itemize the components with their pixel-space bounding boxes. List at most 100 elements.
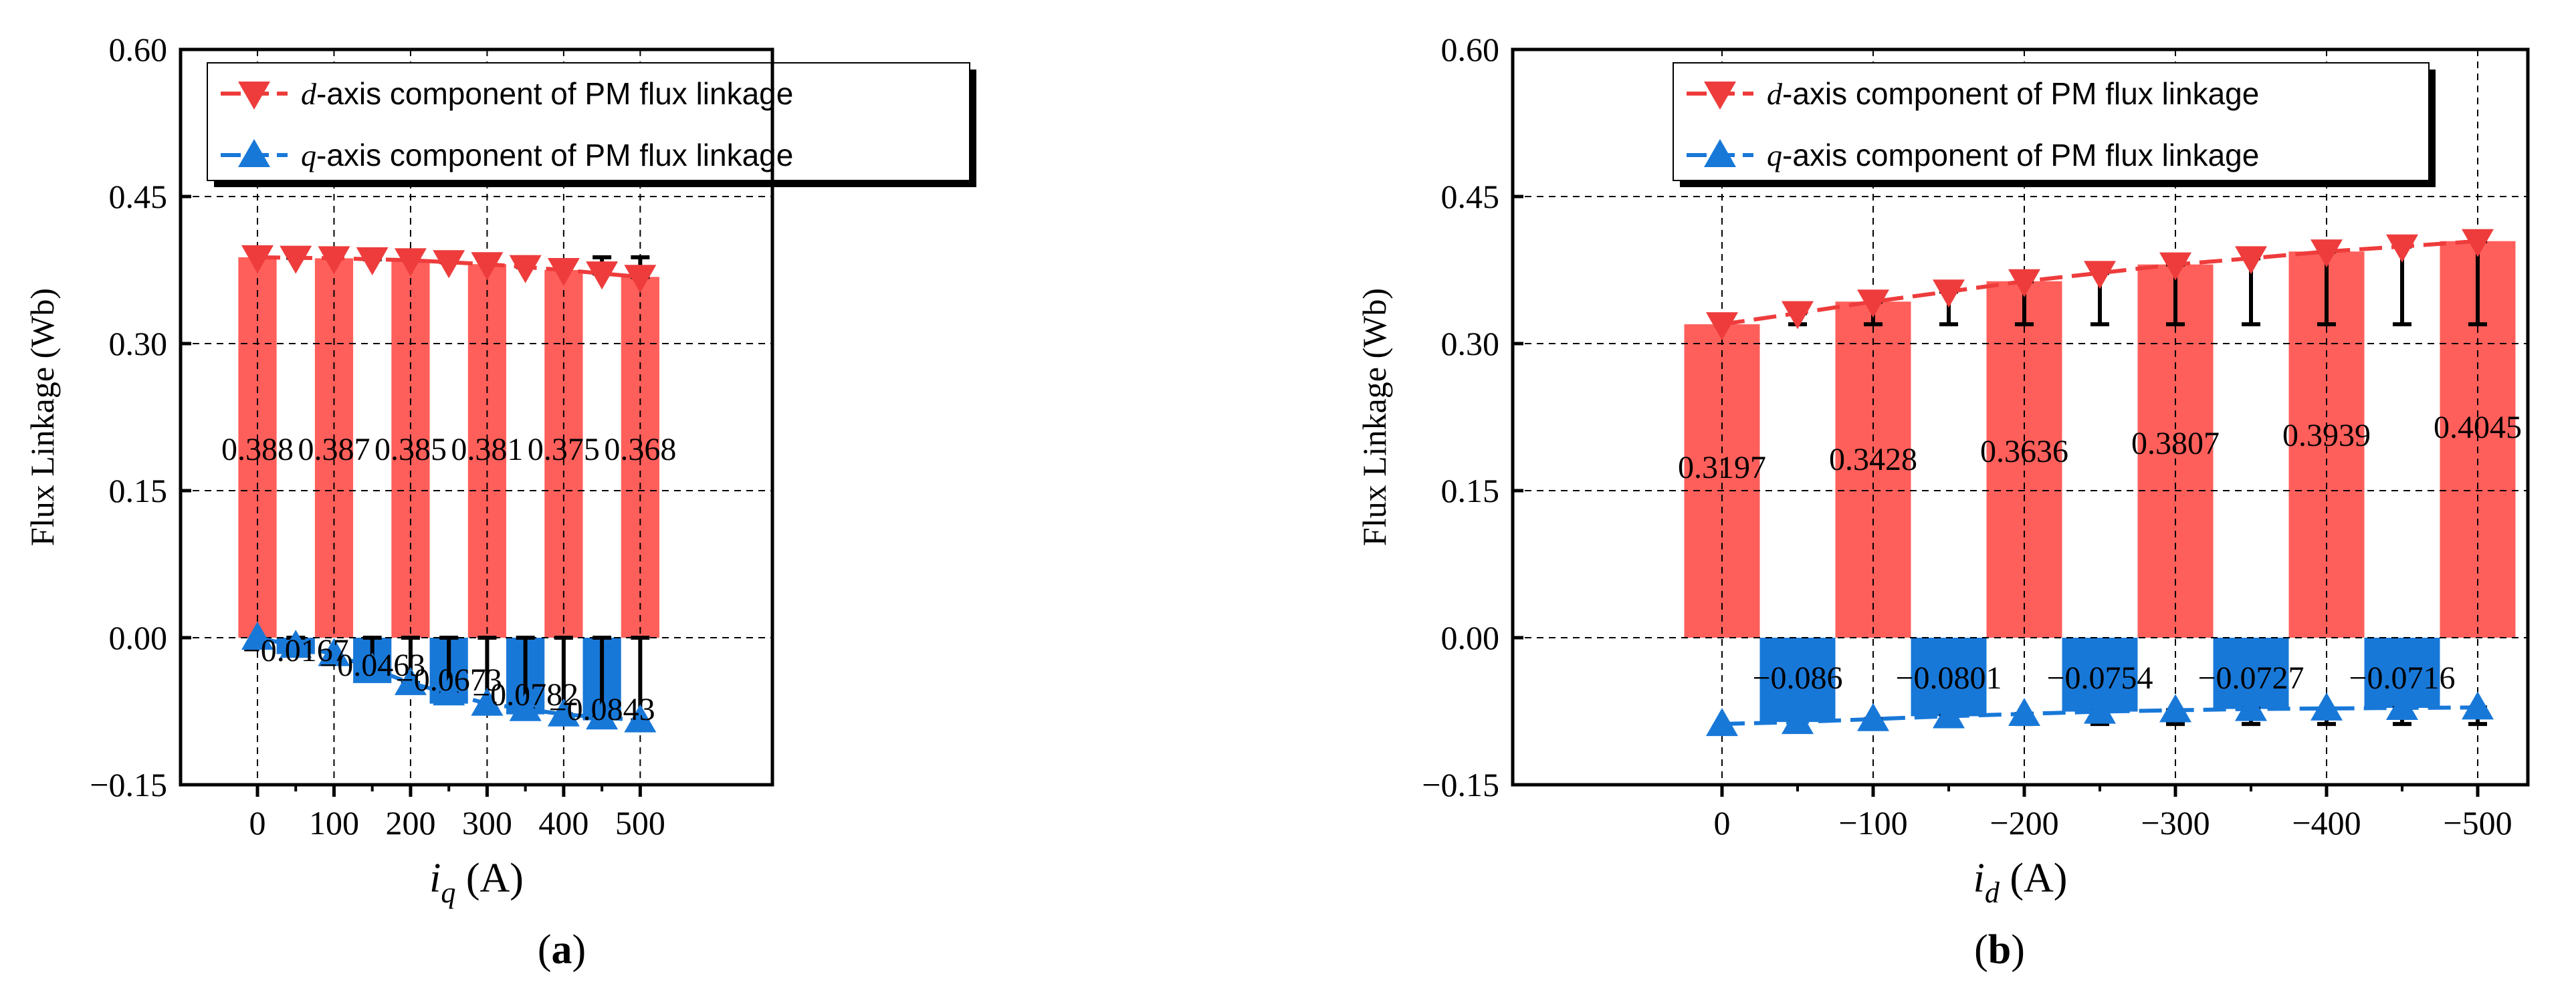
marker-d-8	[547, 258, 580, 286]
x-axis-title: iq (A)	[429, 856, 524, 909]
legend-label-prefix: d	[301, 77, 317, 111]
marker-d-3	[356, 247, 389, 275]
marker-q-8	[547, 698, 580, 727]
data-label-d-0: 0.3197	[1678, 450, 1766, 485]
ytick-label-0: −0.15	[1422, 766, 1499, 803]
xtick-label-2: −200	[1990, 804, 2058, 842]
marker-d-5	[2084, 261, 2116, 289]
ytick-label-5: 0.60	[109, 31, 168, 68]
marker-d-3	[1933, 279, 1965, 308]
panel-label-open: (	[1974, 927, 1988, 973]
panel-label: (b)	[1974, 927, 2025, 973]
marker-q-7	[2235, 693, 2267, 721]
legend-box	[207, 62, 970, 181]
marker-d-6	[2159, 252, 2191, 281]
data-label-d-2: 0.3636	[1980, 434, 2068, 469]
xtick-label-0: 0	[1714, 804, 1731, 842]
marker-d-4	[394, 248, 427, 277]
marker-q-9	[2386, 692, 2418, 721]
marker-d-8	[2311, 239, 2343, 268]
data-label-q-3: −0.0782	[472, 677, 578, 713]
marker-q-0	[1706, 708, 1738, 737]
xtick-label-2: 200	[385, 804, 435, 842]
marker-q-3	[1933, 700, 1965, 729]
x-axis-var: i	[1973, 856, 1985, 901]
legend: d-axis component of PM flux linkage q-axi…	[207, 62, 976, 187]
marker-q-9	[586, 701, 619, 730]
series-line-q	[1721, 705, 2478, 727]
marker-d-9	[586, 261, 619, 290]
data-label-d-4: 0.3939	[2282, 418, 2371, 453]
marker-q-1	[1782, 706, 1814, 735]
legend-marker-0	[238, 82, 270, 110]
data-label-q-4: −0.0716	[2349, 660, 2455, 696]
data-label-q-2: −0.0754	[2046, 660, 2153, 696]
data-label-d-3: 0.381	[451, 432, 523, 467]
legend-label-prefix: q	[301, 138, 316, 172]
data-label-q-4: −0.0843	[549, 692, 655, 727]
ytick-label-2: 0.15	[109, 472, 168, 509]
marker-d-6	[471, 252, 504, 281]
data-label-q-1: −0.0463	[319, 648, 425, 683]
legend-label-0: d-axis component of PM flux linkage	[301, 76, 793, 111]
marker-d-1	[1782, 301, 1814, 330]
ytick-label-1: 0.00	[1441, 619, 1500, 656]
marker-q-6	[471, 687, 504, 716]
data-label-d-4: 0.375	[528, 432, 600, 467]
data-label-d-1: 0.3428	[1829, 442, 1917, 477]
marker-q-3	[356, 652, 389, 681]
marker-d-9	[2386, 234, 2418, 263]
legend-box	[1673, 62, 2430, 181]
marker-q-7	[509, 693, 542, 721]
marker-d-1	[280, 245, 312, 274]
legend-label-text: -axis component of PM flux linkage	[1782, 76, 2259, 111]
data-label-d-5: 0.368	[604, 432, 676, 467]
x-axis-var: i	[429, 856, 441, 901]
x-axis-title: id (A)	[1973, 856, 2068, 909]
marker-d-2	[1857, 289, 1889, 318]
panel-label-close: )	[2011, 927, 2025, 973]
legend-marker-1	[1704, 139, 1736, 167]
panel-label-letter: b	[1988, 927, 2011, 973]
data-label-q-0: −0.0167	[243, 633, 349, 668]
marker-q-2	[318, 638, 350, 666]
legend-label-1: q-axis component of PM flux linkage	[301, 138, 793, 172]
panel-label-open: (	[538, 927, 552, 973]
data-label-d-5: 0.4045	[2434, 410, 2522, 445]
marker-d-4	[2008, 269, 2040, 297]
legend-label-1: q-axis component of PM flux linkage	[1767, 138, 2259, 172]
ytick-label-4: 0.45	[109, 178, 168, 215]
xtick-label-3: 300	[462, 804, 512, 842]
legend-label-prefix: d	[1767, 77, 1783, 111]
marker-d-0	[241, 245, 274, 273]
marker-d-0	[1706, 312, 1738, 341]
ytick-label-4: 0.45	[1441, 178, 1500, 215]
bar-d-5	[621, 277, 659, 638]
ytick-label-0: −0.15	[90, 766, 167, 803]
x-axis-unit: (A)	[455, 856, 524, 901]
chart-panel-a: 0.388 0.387 0.385 0.381 0.375 0.368−0.0167−0.…	[23, 31, 976, 973]
xtick-label-0: 0	[249, 804, 266, 842]
xtick-label-5: 500	[615, 804, 665, 842]
marker-q-4	[394, 666, 427, 695]
marker-d-10	[624, 265, 657, 293]
legend-label-text: -axis component of PM flux linkage	[1782, 138, 2259, 172]
xtick-label-4: 400	[538, 804, 588, 842]
marker-d-10	[2462, 229, 2494, 257]
xtick-label-1: −100	[1838, 804, 1907, 842]
marker-q-2	[1857, 703, 1889, 731]
marker-d-7	[509, 255, 542, 283]
x-axis-unit: (A)	[2000, 856, 2068, 901]
chart-panel-b: 0.3197 0.3428 0.3636 0.3807 0.3939 0.4045 −0.0…	[1356, 31, 2530, 973]
marker-d-5	[433, 250, 465, 279]
legend-label-0: d-axis component of PM flux linkage	[1767, 76, 2259, 111]
data-label-q-3: −0.0727	[2197, 660, 2304, 696]
ytick-label-3: 0.30	[1441, 325, 1500, 362]
x-axis-subscript: d	[1985, 876, 2000, 909]
marker-q-4	[2008, 697, 2040, 726]
marker-q-0	[241, 622, 274, 650]
xtick-label-3: −300	[2141, 804, 2210, 842]
xtick-label-5: −500	[2443, 804, 2512, 842]
panel-label-letter: a	[552, 927, 572, 973]
